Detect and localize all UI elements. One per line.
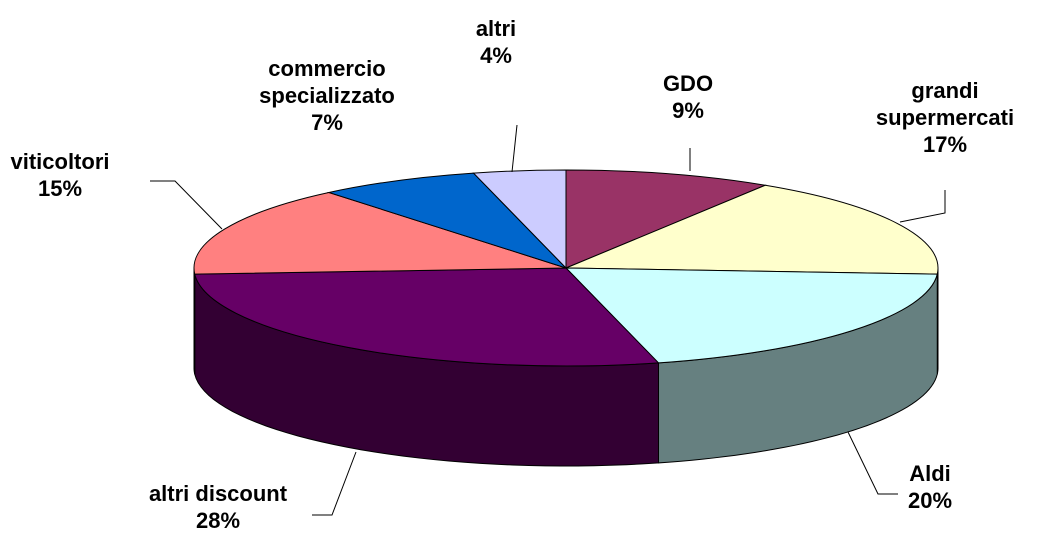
category-label: commercio specializzato — [259, 56, 395, 108]
category-label: GDO — [662, 71, 714, 96]
data-label: viticoltori 15% — [0, 148, 135, 202]
leader-line — [847, 431, 898, 495]
leader-line — [899, 190, 946, 223]
leader-line — [312, 451, 357, 516]
data-label: grandi supermercati 17% — [850, 77, 1040, 158]
data-label: altri discount 28% — [113, 480, 323, 534]
value-label: 4% — [480, 43, 512, 68]
value-label: 20% — [907, 488, 953, 513]
value-label: 7% — [311, 110, 343, 135]
data-label: Aldi 20% — [880, 460, 980, 514]
value-label: 17% — [922, 132, 968, 157]
pie-side — [193, 268, 196, 375]
value-label: 28% — [195, 508, 241, 533]
category-label: altri — [475, 16, 517, 41]
pie-slice — [565, 184, 939, 275]
data-label: GDO 9% — [628, 70, 748, 124]
category-label: Aldi — [909, 461, 951, 486]
pie-slice — [565, 169, 768, 269]
leader-line — [511, 124, 518, 173]
data-label: commercio specializzato 7% — [232, 55, 422, 136]
pie-slice — [193, 191, 567, 275]
category-label: viticoltori — [10, 149, 110, 174]
category-label: altri discount — [148, 481, 288, 506]
value-label: 9% — [672, 98, 704, 123]
leader-line — [150, 180, 223, 230]
data-label: altri 4% — [446, 15, 546, 69]
value-label: 15% — [37, 176, 83, 201]
pie-slice — [472, 169, 567, 270]
pie-slice — [564, 267, 938, 364]
pie-slice — [194, 267, 660, 367]
pie-slice — [326, 172, 567, 269]
category-label: grandi supermercati — [875, 78, 1015, 130]
